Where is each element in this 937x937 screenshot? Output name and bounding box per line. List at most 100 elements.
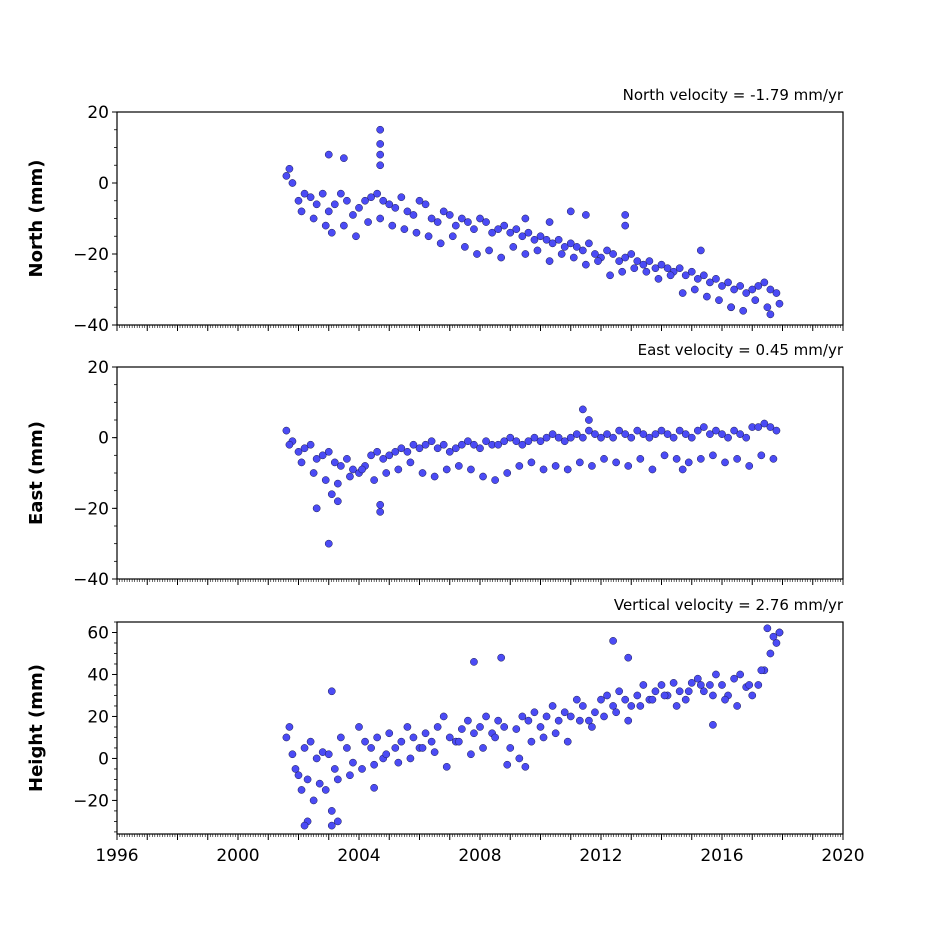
height-data-point	[476, 723, 484, 731]
east-data-point	[560, 437, 569, 446]
height-data-point	[754, 681, 763, 689]
east-data-point	[309, 469, 318, 477]
north-panel: North velocity = -1.79 mm/yr North (mm) 20…	[26, 86, 844, 336]
east-data-point	[451, 444, 460, 453]
east-data-point	[470, 440, 478, 449]
north-data-point	[591, 250, 599, 258]
east-data-point	[518, 440, 527, 449]
east-data-point	[397, 444, 406, 453]
east-data-point	[706, 430, 714, 438]
height-data-point	[349, 758, 357, 767]
east-data-point	[349, 465, 357, 474]
north-data-point	[464, 218, 472, 226]
east-data-point	[318, 451, 327, 460]
height-data-point	[572, 695, 581, 704]
east-data-point	[663, 430, 672, 438]
north-data-point	[706, 278, 714, 287]
height-data-point	[330, 765, 339, 773]
north-data-point	[693, 275, 702, 283]
east-data-point	[427, 437, 436, 446]
height-y-tick-label: 60	[87, 623, 109, 643]
east-data-point	[615, 426, 624, 435]
height-y-tick-label: 0	[98, 749, 109, 769]
height-data-point	[518, 712, 527, 721]
east-data-point	[409, 440, 418, 449]
north-data-point	[494, 225, 502, 233]
north-data-point	[554, 235, 563, 244]
east-data-point	[730, 426, 738, 435]
east-data-point	[612, 458, 620, 467]
east-velocity-title: East velocity = 0.45 mm/yr	[638, 341, 844, 359]
height-data-point	[621, 695, 630, 704]
north-data-point	[621, 221, 630, 230]
east-data-point	[684, 458, 693, 467]
north-data-point	[557, 250, 566, 258]
north-data-point	[424, 232, 433, 241]
east-data-point	[648, 465, 657, 474]
east-data-point	[479, 472, 487, 481]
east-data-point	[687, 433, 696, 442]
north-data-point	[330, 200, 339, 209]
east-y-axis-label: East (mm)	[26, 421, 47, 525]
height-data-point	[706, 681, 714, 689]
height-data-point	[303, 775, 312, 784]
north-data-point	[533, 246, 542, 255]
east-data-point	[579, 433, 587, 442]
east-data-point	[597, 433, 605, 442]
height-data-point	[294, 771, 303, 780]
height-data-point	[497, 653, 506, 662]
east-data-point	[306, 440, 315, 449]
height-data-point	[624, 716, 633, 725]
height-data-point	[709, 691, 717, 700]
east-data-point	[385, 451, 394, 460]
north-data-point	[730, 285, 738, 294]
north-data-point	[560, 243, 569, 251]
north-data-point	[566, 207, 575, 216]
east-data-point	[337, 462, 345, 470]
x-tick-label: 2012	[579, 846, 622, 866]
height-data-point	[470, 729, 478, 738]
height-y-axis-label: Height (mm)	[26, 664, 47, 792]
east-data-point	[421, 440, 430, 449]
east-data-point	[588, 462, 596, 470]
height-data-point	[297, 786, 306, 794]
north-data-point	[367, 193, 375, 202]
height-data-point	[588, 723, 596, 731]
height-data-point	[300, 744, 309, 752]
north-data-point	[324, 150, 333, 159]
height-data-point	[730, 674, 738, 683]
height-data-point	[748, 691, 757, 700]
height-data-point	[306, 737, 315, 746]
height-data-point	[660, 691, 669, 700]
north-data-point	[400, 225, 409, 233]
east-data-point	[285, 440, 294, 449]
height-data-point	[712, 670, 720, 679]
east-panel: East velocity = 0.45 mm/yr East (mm) 20 0 −2…	[26, 341, 844, 590]
height-data-point	[733, 702, 741, 710]
east-data-point	[745, 462, 754, 470]
east-data-point	[548, 430, 557, 438]
north-data-point	[318, 189, 327, 198]
east-data-point	[554, 433, 563, 442]
east-data-point	[754, 423, 763, 431]
height-data-point	[361, 737, 369, 746]
east-data-point	[681, 430, 690, 438]
north-data-point	[742, 289, 751, 297]
east-data-point	[769, 455, 778, 463]
east-data-point	[579, 405, 587, 414]
north-data-point	[603, 246, 611, 255]
north-data-point	[645, 257, 654, 265]
east-data-point	[376, 508, 385, 516]
north-data-point	[724, 278, 732, 287]
north-data-point	[627, 250, 636, 258]
height-data-point	[745, 681, 754, 689]
height-data-point	[482, 712, 490, 721]
height-data-point	[315, 779, 324, 788]
east-y-tick-label: 0	[98, 429, 109, 449]
north-data-point	[376, 150, 385, 159]
height-data-point	[639, 681, 648, 689]
north-data-point	[666, 271, 675, 280]
height-data-point	[615, 687, 624, 696]
east-data-point	[442, 465, 451, 474]
east-data-point	[312, 504, 321, 513]
